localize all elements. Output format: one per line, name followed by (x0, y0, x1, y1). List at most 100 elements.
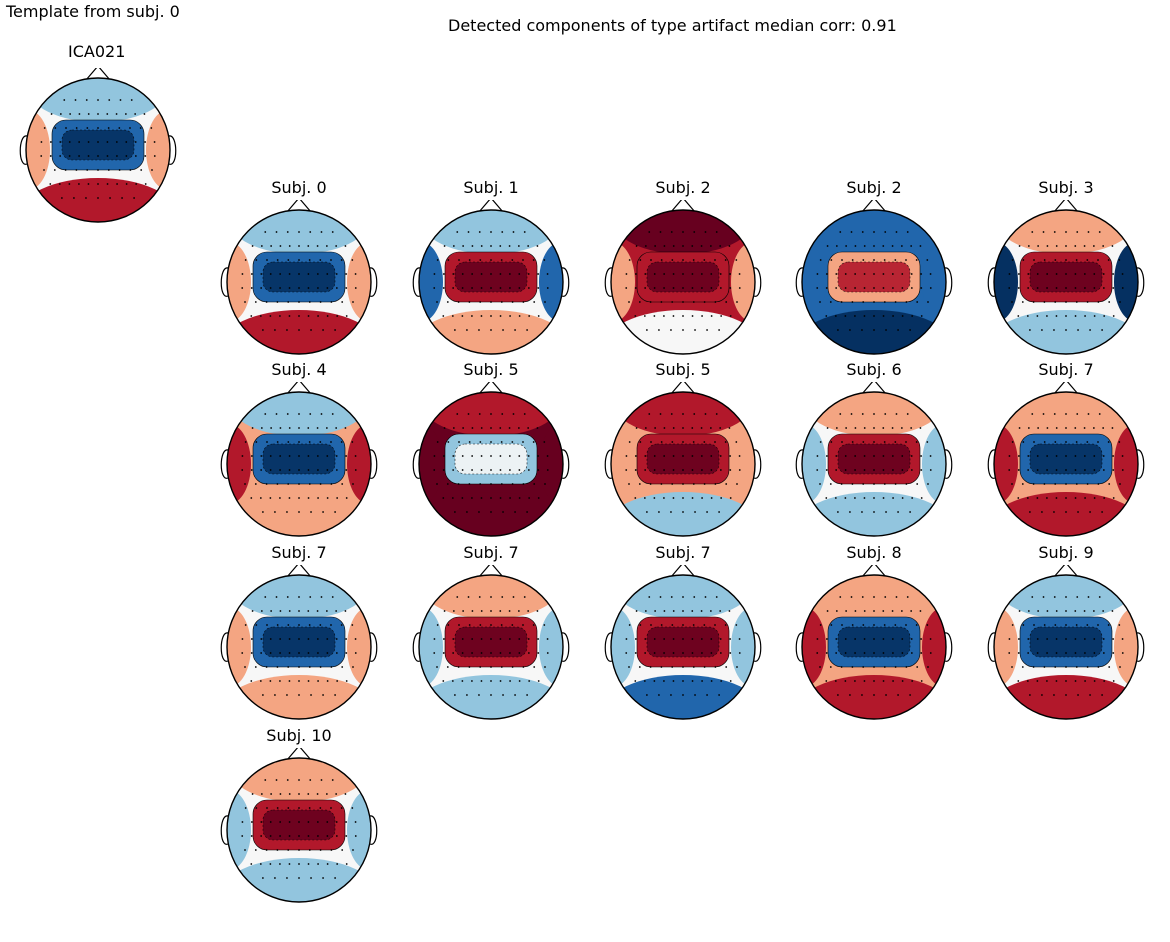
head-outline (226, 757, 372, 903)
left-ear-shape (795, 449, 804, 479)
left-ear-shape (19, 135, 28, 165)
subject-label: Subj. 8 (846, 543, 902, 562)
left-ear-shape (987, 267, 996, 297)
subject-label: Subj. 2 (655, 178, 711, 197)
subject-topomap (604, 565, 762, 720)
nose-shape (861, 200, 887, 213)
subject-topomap (412, 200, 570, 355)
subject-topomap (412, 382, 570, 537)
left-ear-shape (220, 815, 229, 845)
right-ear-shape (369, 267, 378, 297)
nose-shape (670, 565, 696, 578)
right-ear-shape (944, 632, 953, 662)
nose-shape (861, 565, 887, 578)
head-outline (801, 574, 947, 720)
subject-topomap (604, 382, 762, 537)
right-ear-shape (753, 449, 762, 479)
right-ear-shape (944, 267, 953, 297)
nose-shape (286, 200, 312, 213)
left-ear-shape (604, 449, 613, 479)
left-ear-shape (220, 632, 229, 662)
nose-shape (1053, 382, 1079, 395)
right-ear-shape (561, 449, 570, 479)
subject-label: Subj. 9 (1038, 543, 1094, 562)
left-ear-shape (795, 632, 804, 662)
template-title: Template from subj. 0 (6, 2, 180, 21)
subject-label: Subj. 6 (846, 360, 902, 379)
nose-shape (85, 68, 111, 81)
subject-label: Subj. 1 (463, 178, 519, 197)
head-outline (993, 574, 1139, 720)
left-ear-shape (987, 449, 996, 479)
head-outline (418, 391, 564, 537)
subject-topomap (795, 382, 953, 537)
head-outline (226, 391, 372, 537)
head-outline (993, 391, 1139, 537)
right-ear-shape (1136, 449, 1145, 479)
head-outline (418, 574, 564, 720)
nose-shape (478, 565, 504, 578)
subject-label: Subj. 3 (1038, 178, 1094, 197)
left-ear-shape (604, 632, 613, 662)
subject-topomap (412, 565, 570, 720)
left-ear-shape (412, 267, 421, 297)
nose-shape (286, 565, 312, 578)
left-ear-shape (795, 267, 804, 297)
subject-label: Subj. 5 (463, 360, 519, 379)
subject-topomap (220, 200, 378, 355)
subject-label: Subj. 7 (655, 543, 711, 562)
template-component-label: ICA021 (68, 42, 126, 61)
nose-shape (670, 382, 696, 395)
nose-shape (478, 200, 504, 213)
head-outline (610, 209, 756, 355)
subject-topomap (987, 200, 1145, 355)
subject-label: Subj. 2 (846, 178, 902, 197)
template-topomap (19, 68, 177, 223)
left-ear-shape (220, 449, 229, 479)
right-ear-shape (1136, 267, 1145, 297)
subject-label: Subj. 7 (463, 543, 519, 562)
right-ear-shape (369, 449, 378, 479)
left-ear-shape (987, 632, 996, 662)
nose-shape (478, 382, 504, 395)
head-outline (418, 209, 564, 355)
subject-topomap (795, 565, 953, 720)
nose-shape (1053, 200, 1079, 213)
subject-label: Subj. 7 (271, 543, 327, 562)
subject-topomap (220, 565, 378, 720)
head-outline (610, 574, 756, 720)
subject-topomap (220, 748, 378, 903)
subject-topomap (220, 382, 378, 537)
subject-label: Subj. 10 (266, 726, 332, 745)
left-ear-shape (604, 267, 613, 297)
nose-shape (670, 200, 696, 213)
nose-shape (286, 382, 312, 395)
right-ear-shape (561, 267, 570, 297)
subject-label: Subj. 0 (271, 178, 327, 197)
subject-topomap (604, 200, 762, 355)
left-ear-shape (412, 632, 421, 662)
right-ear-shape (369, 632, 378, 662)
subject-label: Subj. 7 (1038, 360, 1094, 379)
head-outline (801, 209, 947, 355)
subject-topomap (795, 200, 953, 355)
subject-topomap (987, 565, 1145, 720)
nose-shape (286, 748, 312, 761)
head-outline (801, 391, 947, 537)
right-ear-shape (753, 632, 762, 662)
head-outline (226, 209, 372, 355)
head-outline (610, 391, 756, 537)
right-ear-shape (561, 632, 570, 662)
right-ear-shape (944, 449, 953, 479)
right-ear-shape (369, 815, 378, 845)
right-ear-shape (1136, 632, 1145, 662)
head-outline (226, 574, 372, 720)
head-outline (25, 77, 171, 223)
head-outline (993, 209, 1139, 355)
left-ear-shape (412, 449, 421, 479)
right-ear-shape (753, 267, 762, 297)
right-ear-shape (168, 135, 177, 165)
subject-label: Subj. 4 (271, 360, 327, 379)
subject-label: Subj. 5 (655, 360, 711, 379)
subject-topomap (987, 382, 1145, 537)
